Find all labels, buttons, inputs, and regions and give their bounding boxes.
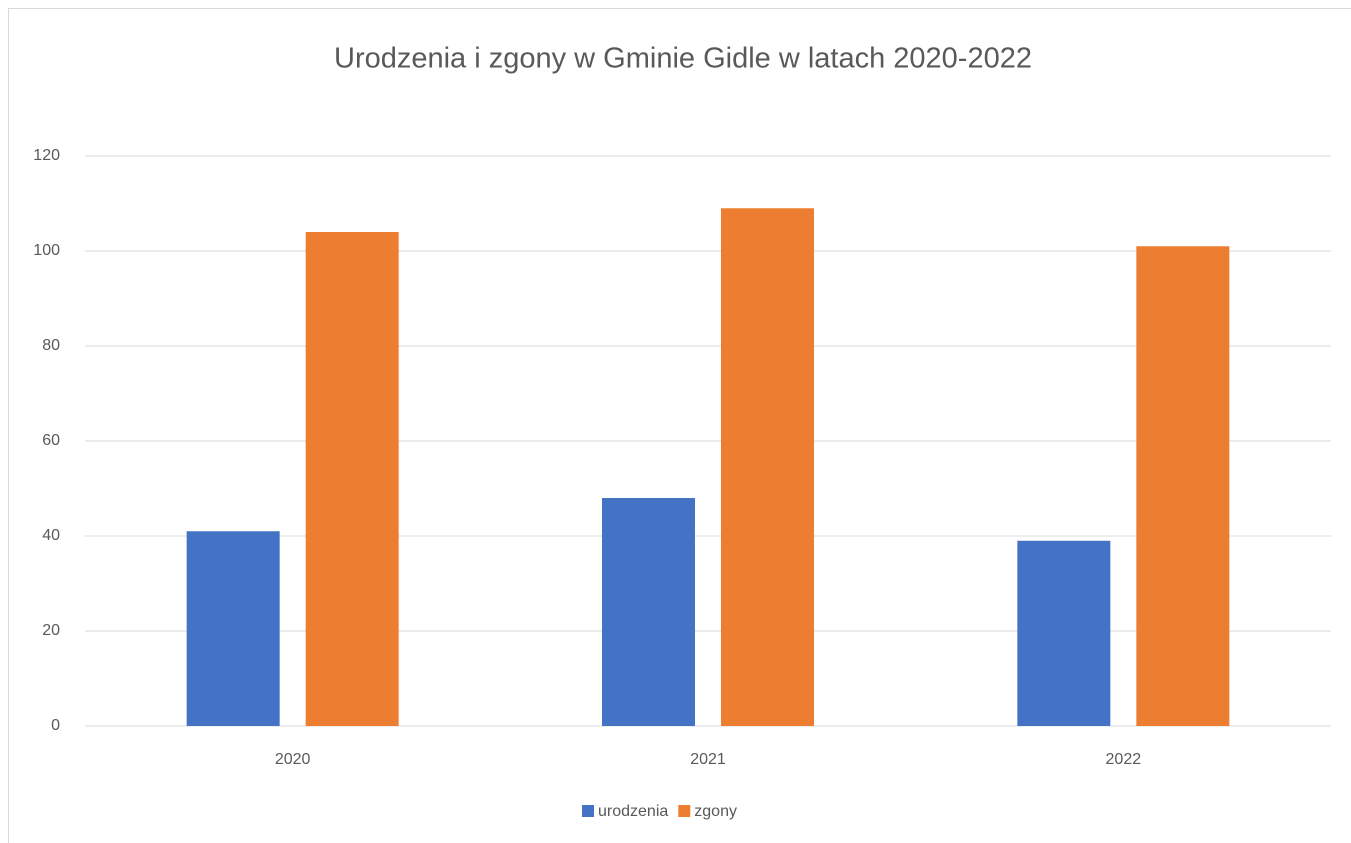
bar: [305, 232, 399, 726]
y-tick-label: 0: [51, 717, 60, 734]
legend-label: zgony: [694, 803, 737, 820]
chart-title: Urodzenia i zgony w Gminie Gidle w latac…: [334, 43, 1032, 75]
legend-label: urodzenia: [598, 803, 668, 820]
y-tick-label: 20: [42, 622, 60, 639]
bar: [1136, 246, 1230, 726]
y-tick-label: 40: [42, 527, 60, 544]
y-tick-label: 100: [33, 242, 60, 259]
bar: [602, 498, 695, 726]
bar: [721, 208, 814, 726]
y-tick-label: 120: [33, 147, 60, 164]
x-tick-label: 2020: [275, 751, 311, 768]
x-tick-label: 2021: [690, 751, 726, 768]
bar: [1017, 540, 1111, 726]
bar: [186, 531, 280, 726]
y-tick-label: 60: [42, 432, 60, 449]
legend-swatch: [582, 805, 594, 817]
y-tick-label: 80: [42, 337, 60, 354]
legend-swatch: [678, 805, 691, 817]
x-tick-label: 2022: [1106, 751, 1142, 768]
